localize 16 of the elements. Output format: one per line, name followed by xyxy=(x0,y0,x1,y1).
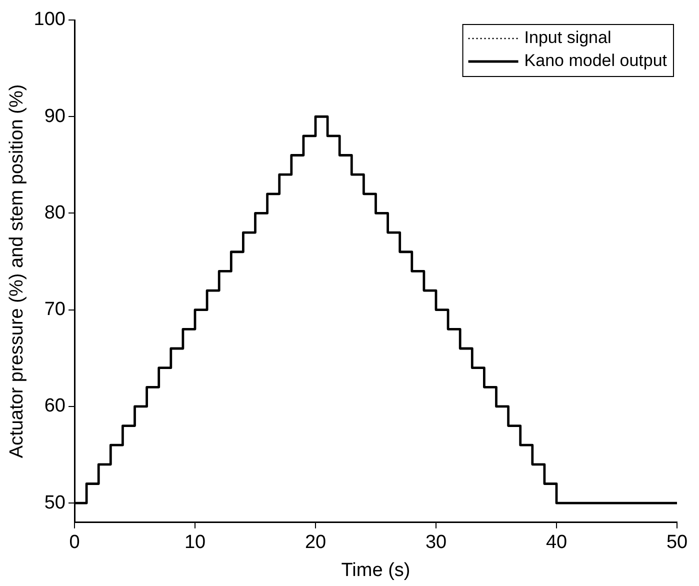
legend-label: Kano model output xyxy=(524,51,668,70)
y-axis-title: Actuator pressure (%) and stem position (%) xyxy=(6,84,28,458)
x-tick-label: 10 xyxy=(184,532,206,554)
x-tick-label: 50 xyxy=(666,532,688,554)
x-tick-label: 0 xyxy=(69,532,80,554)
x-tick-label: 20 xyxy=(304,532,326,554)
x-tick-label: 30 xyxy=(425,532,447,554)
y-tick-label: 80 xyxy=(44,202,66,224)
x-axis-title: Time (s) xyxy=(341,560,410,581)
y-tick-label: 70 xyxy=(44,299,66,320)
x-tick-label: 40 xyxy=(546,532,568,554)
y-tick-label: 60 xyxy=(44,396,66,417)
y-tick-label: 50 xyxy=(44,492,66,514)
legend-label: Input signal xyxy=(524,28,612,48)
y-tick-label: 90 xyxy=(44,106,66,127)
y-tick-label: 100 xyxy=(34,9,66,30)
